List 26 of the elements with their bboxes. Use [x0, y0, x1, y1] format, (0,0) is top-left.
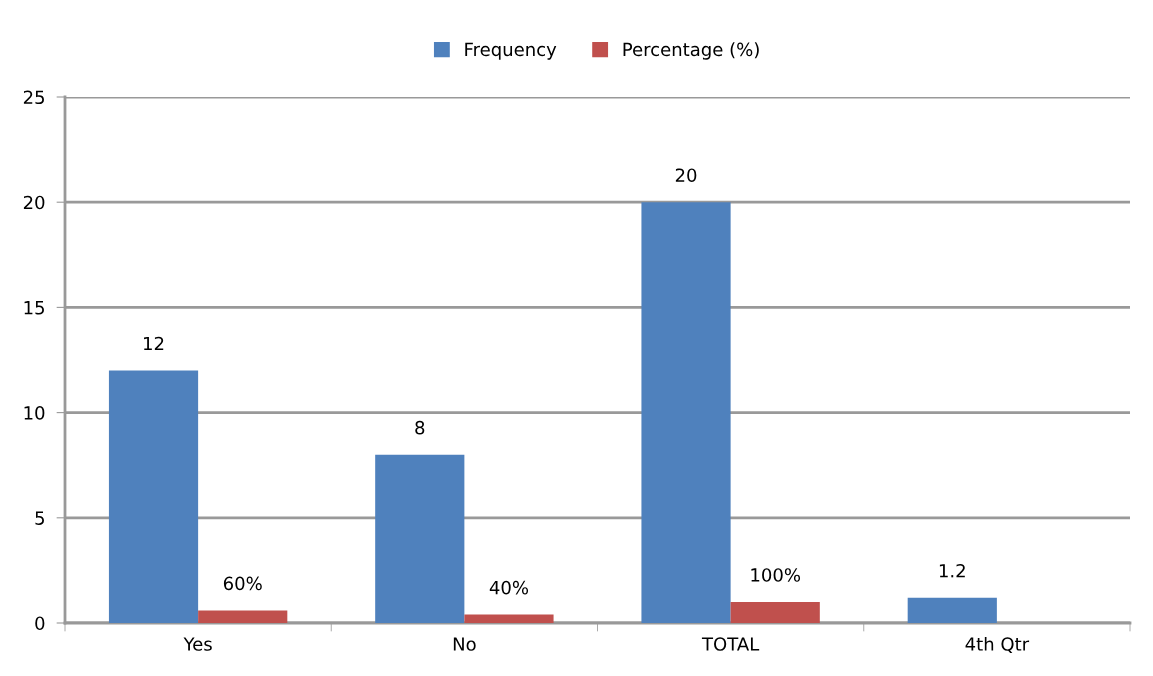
y-tick-label: 15 [24, 301, 44, 315]
data-label: 100% [751, 568, 801, 582]
x-tick-label: TOTAL [701, 637, 760, 651]
x-tick-label: No [453, 637, 476, 651]
data-label: 12 [144, 336, 164, 351]
bar [730, 601, 820, 623]
y-tick-label: 0 [35, 616, 45, 631]
legend-label: Frequency [465, 42, 557, 60]
bar [198, 610, 288, 623]
data-label: 8 [415, 420, 425, 435]
y-tick-label: 25 [23, 90, 44, 105]
data-label: 20 [675, 168, 697, 183]
legend-label: Percentage (%) [623, 42, 759, 60]
x-tick-label: Yes [183, 637, 212, 651]
data-label: 40% [489, 580, 529, 595]
bar [108, 370, 199, 623]
y-tick-label: 10 [24, 406, 45, 420]
y-tick-label: 5 [35, 511, 44, 525]
y-tick-label: 20 [23, 195, 45, 210]
bar [464, 614, 554, 623]
data-label: 1.2 [939, 563, 965, 578]
x-tick-label: 4th Qtr [965, 636, 1030, 653]
bar [907, 597, 997, 623]
bar [641, 202, 731, 623]
data-label: 60% [223, 576, 262, 591]
bar [375, 454, 465, 623]
